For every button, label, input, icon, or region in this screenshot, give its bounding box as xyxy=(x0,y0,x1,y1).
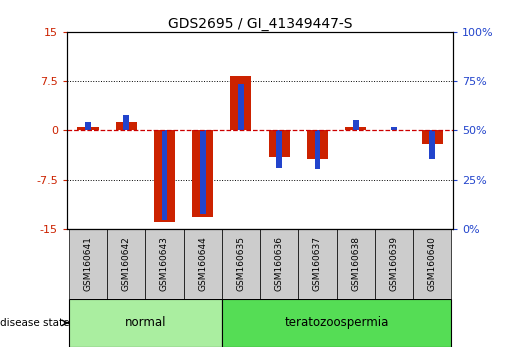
Bar xyxy=(85,122,91,130)
Bar xyxy=(222,229,260,299)
Bar xyxy=(77,127,98,130)
Bar xyxy=(375,229,413,299)
Text: disease state: disease state xyxy=(0,318,70,328)
Text: GSM160641: GSM160641 xyxy=(83,236,93,291)
Bar xyxy=(116,122,137,130)
Bar xyxy=(230,76,251,130)
Text: GSM160644: GSM160644 xyxy=(198,236,207,291)
Bar xyxy=(154,130,175,222)
Bar xyxy=(69,229,107,299)
Bar xyxy=(315,130,320,169)
Bar xyxy=(200,130,205,214)
Bar xyxy=(413,229,451,299)
Bar xyxy=(192,130,213,217)
Text: teratozoospermia: teratozoospermia xyxy=(284,316,389,329)
Text: GSM160640: GSM160640 xyxy=(427,236,437,291)
Text: normal: normal xyxy=(125,316,166,329)
Bar xyxy=(345,127,366,130)
Text: GSM160642: GSM160642 xyxy=(122,236,131,291)
Bar xyxy=(107,229,145,299)
Title: GDS2695 / GI_41349447-S: GDS2695 / GI_41349447-S xyxy=(168,17,352,31)
Bar xyxy=(222,299,451,347)
Text: GSM160643: GSM160643 xyxy=(160,236,169,291)
Text: GSM160638: GSM160638 xyxy=(351,236,360,291)
Bar xyxy=(391,127,397,130)
Bar xyxy=(238,84,244,130)
Bar xyxy=(353,120,358,130)
Bar xyxy=(145,229,183,299)
Bar xyxy=(162,130,167,220)
Text: GSM160639: GSM160639 xyxy=(389,236,399,291)
Text: GSM160637: GSM160637 xyxy=(313,236,322,291)
Bar xyxy=(69,299,222,347)
Bar xyxy=(124,115,129,130)
Text: GSM160636: GSM160636 xyxy=(274,236,284,291)
Bar xyxy=(277,130,282,169)
Bar xyxy=(260,229,298,299)
Bar xyxy=(183,229,222,299)
Bar xyxy=(430,130,435,159)
Bar xyxy=(422,130,443,144)
Bar xyxy=(298,229,337,299)
Bar xyxy=(269,130,290,156)
Text: GSM160635: GSM160635 xyxy=(236,236,246,291)
Bar xyxy=(307,130,328,159)
Bar xyxy=(337,229,375,299)
